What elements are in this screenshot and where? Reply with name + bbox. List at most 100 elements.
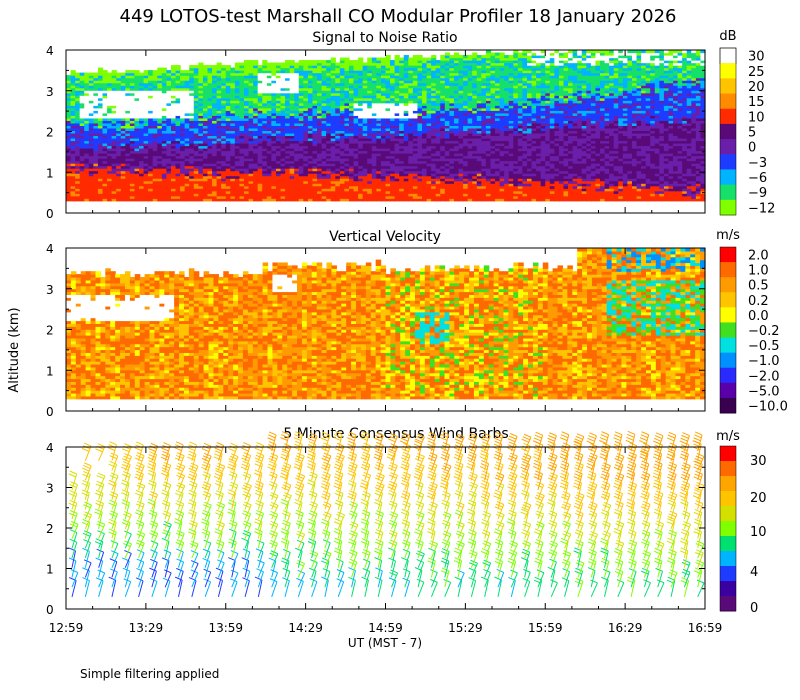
- snr-cell: [239, 70, 245, 74]
- snr-cell: [403, 117, 409, 121]
- snr-cell: [348, 158, 355, 162]
- snr-cell: [344, 135, 350, 139]
- snr-cell: [216, 65, 222, 69]
- snr-cell: [193, 170, 199, 174]
- snr-cell: [139, 97, 145, 101]
- snr-cell: [266, 105, 272, 109]
- snr-cell: [134, 195, 140, 199]
- snr-cell: [148, 165, 154, 169]
- snr-cell: [75, 155, 81, 159]
- snr-cell: [253, 155, 259, 159]
- snr-cell: [298, 67, 304, 71]
- snr-cell: [107, 193, 113, 197]
- snr-cell: [184, 90, 190, 94]
- snr-cell: [426, 127, 432, 132]
- snr-cell: [148, 117, 154, 121]
- snr-cell: [129, 77, 136, 81]
- snr-cell: [244, 87, 250, 91]
- snr-cell: [348, 163, 355, 167]
- snr-cell: [84, 92, 90, 96]
- snr-cell: [463, 155, 469, 159]
- snr-cell: [390, 145, 396, 149]
- snr-cell: [253, 115, 259, 119]
- snr-cell: [70, 168, 76, 172]
- snr-cell: [198, 117, 204, 121]
- snr-cell: [463, 92, 469, 96]
- snr-cell: [399, 193, 405, 197]
- snr-cell: [312, 193, 318, 197]
- snr-cell: [298, 150, 304, 154]
- snr-cell: [376, 195, 382, 199]
- snr-cell: [275, 198, 282, 202]
- snr-cell: [476, 153, 482, 157]
- snr-cell: [102, 153, 108, 157]
- snr-cell: [458, 117, 464, 121]
- snr-cell: [417, 60, 423, 64]
- snr-cell: [371, 165, 377, 169]
- snr-cell: [280, 95, 286, 99]
- snr-cell: [394, 188, 400, 192]
- snr-cell: [321, 180, 327, 184]
- snr-cell: [376, 135, 382, 139]
- snr-cell: [449, 142, 455, 147]
- snr-cell: [161, 120, 168, 124]
- snr-cell: [152, 90, 158, 94]
- snr-cell: [266, 150, 272, 154]
- snr-cell: [271, 142, 277, 147]
- snr-cell: [180, 70, 186, 74]
- snr-cell: [234, 77, 241, 81]
- snr-cell: [476, 135, 482, 139]
- snr-cell: [275, 85, 282, 89]
- snr-cell: [102, 142, 108, 147]
- snr-cell: [285, 135, 291, 139]
- snr-cell: [84, 148, 90, 152]
- snr-cell: [125, 100, 131, 104]
- snr-cell: [248, 100, 254, 104]
- snr-cell: [348, 173, 355, 177]
- snr-cell: [353, 198, 359, 202]
- snr-cell: [458, 77, 464, 81]
- snr-cell: [449, 102, 455, 106]
- snr-cell: [472, 163, 478, 167]
- snr-cell: [385, 190, 391, 194]
- snr-cell: [339, 180, 346, 184]
- snr-cell: [339, 57, 346, 61]
- snr-cell: [266, 145, 272, 149]
- snr-cell: [463, 140, 469, 144]
- snr-cell: [262, 75, 268, 79]
- snr-cell: [431, 145, 437, 149]
- snr-cell: [84, 120, 90, 124]
- snr-cell: [440, 105, 446, 109]
- snr-cell: [244, 105, 250, 109]
- snr-cell: [207, 195, 213, 199]
- snr-cell: [344, 168, 350, 172]
- snr-cell: [385, 120, 391, 124]
- snr-cell: [403, 190, 409, 194]
- snr-cell: [412, 185, 419, 189]
- snr-cell: [339, 135, 346, 139]
- snr-cell: [449, 198, 455, 202]
- snr-cell: [180, 148, 186, 152]
- snr-cell: [426, 193, 432, 197]
- snr-cell: [161, 155, 168, 159]
- snr-cell: [70, 112, 76, 116]
- snr-cell: [463, 178, 469, 182]
- snr-cell: [317, 142, 323, 147]
- snr-cell: [212, 153, 218, 157]
- snr-cell: [230, 110, 236, 114]
- snr-cell: [380, 142, 387, 147]
- snr-cell: [102, 135, 108, 139]
- snr-cell: [84, 97, 90, 101]
- snr-cell: [330, 132, 336, 137]
- snr-cell: [339, 198, 346, 202]
- snr-cell: [394, 155, 400, 159]
- snr-cell: [180, 158, 186, 162]
- snr-cell: [348, 67, 355, 71]
- snr-cell: [184, 148, 190, 152]
- snr-cell: [399, 158, 405, 162]
- snr-cell: [449, 85, 455, 89]
- snr-cell: [390, 127, 396, 132]
- snr-cell: [380, 90, 387, 94]
- snr-cell: [248, 105, 254, 109]
- snr-cell: [280, 180, 286, 184]
